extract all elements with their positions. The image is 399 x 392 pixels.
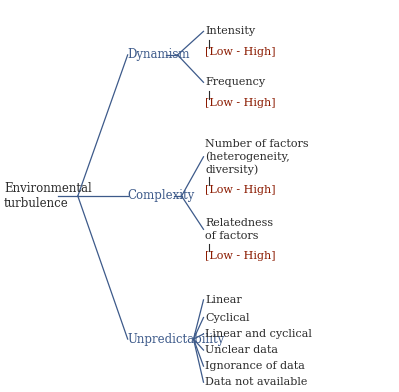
Text: Linear and cyclical: Linear and cyclical xyxy=(205,329,312,339)
Text: Frequency: Frequency xyxy=(205,77,266,87)
Text: [Low - High]: [Low - High] xyxy=(205,251,276,261)
Text: Unpredictability: Unpredictability xyxy=(128,332,225,346)
Text: Environmental
turbulence: Environmental turbulence xyxy=(4,182,92,210)
Text: Cyclical: Cyclical xyxy=(205,312,250,323)
Text: Unclear data: Unclear data xyxy=(205,345,279,355)
Text: Data not available: Data not available xyxy=(205,377,308,387)
Text: [Low - High]: [Low - High] xyxy=(205,98,276,108)
Text: Dynamism: Dynamism xyxy=(128,48,190,62)
Text: Number of factors
(heterogeneity,
diversity): Number of factors (heterogeneity, divers… xyxy=(205,139,309,175)
Text: Ignorance of data: Ignorance of data xyxy=(205,361,305,371)
Text: Intensity: Intensity xyxy=(205,26,256,36)
Text: Linear: Linear xyxy=(205,295,242,305)
Text: Complexity: Complexity xyxy=(128,189,195,203)
Text: Relatedness
of factors: Relatedness of factors xyxy=(205,218,274,241)
Text: [Low - High]: [Low - High] xyxy=(205,185,276,194)
Text: [Low - High]: [Low - High] xyxy=(205,47,276,57)
